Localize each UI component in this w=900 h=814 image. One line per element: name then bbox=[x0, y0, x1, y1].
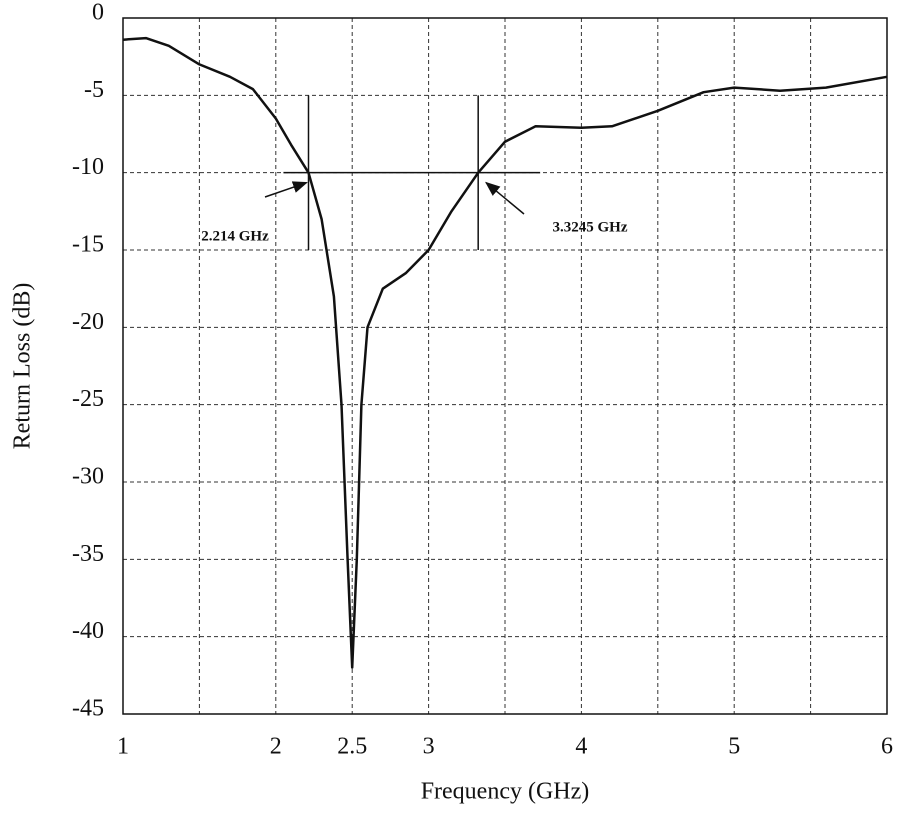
x-tick-label: 4 bbox=[575, 734, 587, 760]
y-tick-label: -35 bbox=[72, 541, 104, 567]
x-tick-label: 5 bbox=[728, 734, 740, 760]
marker-label: 2.214 GHz bbox=[201, 228, 269, 244]
x-tick-label: 3 bbox=[423, 734, 435, 760]
x-tick-label: 1 bbox=[117, 734, 129, 760]
plot-frame bbox=[122, 17, 888, 715]
x-tick-label: 2 bbox=[270, 734, 282, 760]
y-tick-label: -10 bbox=[72, 154, 104, 180]
y-tick-label: -25 bbox=[72, 386, 104, 412]
y-tick-label: -5 bbox=[84, 77, 104, 103]
x-tick-label: 2.5 bbox=[337, 734, 367, 760]
marker-arrow bbox=[264, 181, 308, 198]
data-line bbox=[122, 36, 888, 669]
marker-label: 3.3245 GHz bbox=[553, 219, 628, 235]
y-tick-label: -45 bbox=[72, 696, 104, 722]
y-tick-label: -30 bbox=[72, 464, 104, 490]
y-tick-label: -40 bbox=[72, 618, 104, 644]
y-tick-label: -20 bbox=[72, 309, 104, 335]
x-axis-title: Frequency (GHz) bbox=[421, 779, 590, 805]
y-axis-title: Return Loss (dB) bbox=[10, 283, 36, 450]
marker-arrow bbox=[485, 181, 525, 215]
y-tick-label: -15 bbox=[72, 232, 104, 258]
x-tick-label: 6 bbox=[881, 734, 893, 760]
y-tick-label: 0 bbox=[92, 0, 104, 26]
